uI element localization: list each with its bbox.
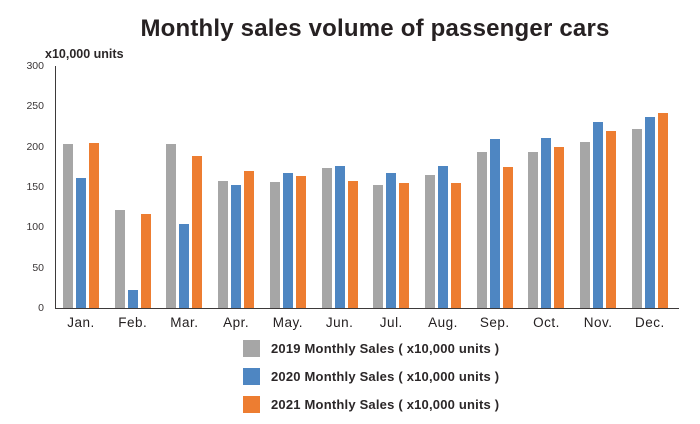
y-tick-50: 50 xyxy=(32,261,44,274)
y-tick-150: 150 xyxy=(26,181,44,193)
bar-2020-jun xyxy=(334,166,345,308)
bar-groups: Jan. Feb. Mar. Apr. May. Jun. Jul. Aug. Sep. Oct.… xyxy=(56,66,679,330)
x-tick-jul: Jul. xyxy=(379,315,403,330)
y-tick-200: 200 xyxy=(26,140,44,153)
legend-item-2021: 2021 Monthly Sales ( x10,000 units ) xyxy=(243,396,499,413)
bar-2020-may xyxy=(282,173,293,308)
bar-2019-mar xyxy=(166,144,177,308)
bar-2020-mar xyxy=(179,224,190,308)
legend-swatch-2019 xyxy=(243,340,260,357)
x-tick-aug: Aug. xyxy=(428,315,458,330)
bar-2020-oct xyxy=(541,137,552,308)
bar-2020-dec xyxy=(644,116,655,308)
bar-2019-apr xyxy=(218,181,229,308)
x-tick-dec: Dec. xyxy=(635,315,665,330)
bar-2020-jul xyxy=(386,173,397,308)
y-tick-250: 250 xyxy=(26,100,44,113)
bar-2019-may xyxy=(269,182,280,308)
legend-item-2019: 2019 Monthly Sales ( x10,000 units ) xyxy=(243,340,499,357)
x-tick-feb: Feb. xyxy=(118,315,148,330)
x-tick-mar: Mar. xyxy=(170,315,199,330)
bar-2019-jan xyxy=(63,144,73,308)
y-axis-tick-labels: 0 50 100 150 200 250 300 xyxy=(0,61,50,314)
plot-area: Jan. Feb. Mar. Apr. May. Jun. Jul. Aug. Sep. Oct.… xyxy=(55,66,679,330)
legend-swatch-2021 xyxy=(243,396,260,413)
legend-swatch-2020 xyxy=(243,368,260,385)
bar-group-jun: Jun. xyxy=(321,166,358,330)
bar-2021-jul xyxy=(399,182,410,308)
bar-2019-sep xyxy=(476,152,487,308)
bar-2019-oct xyxy=(528,152,539,308)
x-tick-jan: Jan. xyxy=(67,315,95,330)
bar-2021-apr xyxy=(244,170,255,308)
bar-2021-jun xyxy=(347,181,358,308)
y-axis-unit-label: x10,000 units xyxy=(45,47,124,61)
x-tick-oct: Oct. xyxy=(533,315,560,330)
bar-2020-nov xyxy=(593,122,604,308)
bar-group-jan: Jan. xyxy=(63,143,99,330)
bar-2021-dec xyxy=(657,112,668,308)
x-tick-jun: Jun. xyxy=(325,315,354,330)
bar-2021-feb xyxy=(140,214,151,308)
bar-2021-mar xyxy=(192,156,203,308)
legend-label-2021: 2021 Monthly Sales ( x10,000 units ) xyxy=(271,397,500,412)
x-tick-sep: Sep. xyxy=(479,315,510,330)
bar-2019-jun xyxy=(321,168,332,308)
bar-group-dec: Dec. xyxy=(631,112,668,330)
bar-group-mar: Mar. xyxy=(166,144,203,330)
bar-2020-jan xyxy=(76,178,86,308)
bar-2021-oct xyxy=(554,146,565,308)
legend: 2019 Monthly Sales ( x10,000 units ) 2020… xyxy=(243,340,499,413)
x-tick-apr: Apr. xyxy=(223,315,250,330)
bar-2019-dec xyxy=(631,128,642,308)
y-tick-0: 0 xyxy=(38,302,44,314)
bar-2021-jan xyxy=(89,143,99,308)
bar-2019-feb xyxy=(114,209,125,308)
bar-2019-nov xyxy=(580,141,591,308)
x-tick-nov: Nov. xyxy=(583,315,613,330)
bar-group-jul: Jul. xyxy=(373,173,410,330)
bar-2020-apr xyxy=(231,184,242,308)
bar-2021-may xyxy=(295,175,306,308)
bar-2021-nov xyxy=(606,131,617,308)
legend-label-2020: 2020 Monthly Sales ( x10,000 units ) xyxy=(271,369,500,384)
bar-group-oct: Oct. xyxy=(528,137,565,330)
bar-2019-aug xyxy=(425,174,436,308)
bar-group-aug: Aug. xyxy=(425,166,462,330)
y-tick-300: 300 xyxy=(26,60,44,72)
legend-item-2020: 2020 Monthly Sales ( x10,000 units ) xyxy=(243,368,499,385)
bar-2021-aug xyxy=(451,182,462,308)
legend-label-2019: 2019 Monthly Sales ( x10,000 units ) xyxy=(271,341,500,356)
y-tick-100: 100 xyxy=(26,221,44,234)
bar-group-nov: Nov. xyxy=(580,122,617,330)
bar-group-sep: Sep. xyxy=(476,139,513,330)
bar-2020-sep xyxy=(489,139,500,308)
bar-group-may: May. xyxy=(269,173,306,330)
bar-2019-jul xyxy=(373,184,384,308)
bar-group-feb: Feb. xyxy=(114,209,151,330)
bar-group-apr: Apr. xyxy=(218,170,255,330)
bar-2020-feb xyxy=(127,290,138,308)
chart-title: Monthly sales volume of passenger cars xyxy=(140,15,610,42)
bar-2021-sep xyxy=(502,166,513,308)
x-tick-may: May. xyxy=(272,315,304,330)
bar-2020-aug xyxy=(438,166,449,308)
